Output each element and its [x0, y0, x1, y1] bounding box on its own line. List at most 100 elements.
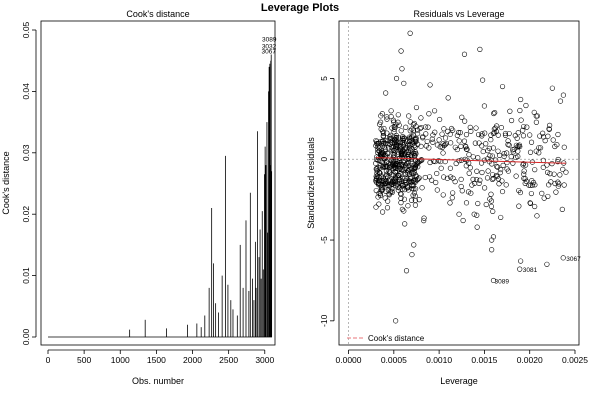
residual-point [405, 203, 411, 209]
residual-point [540, 130, 546, 136]
residual-point [391, 180, 398, 186]
residual-point [412, 151, 418, 157]
residual-point [373, 179, 380, 185]
cooks-x-tick-label: 500 [77, 355, 91, 365]
residual-point [402, 221, 408, 227]
residual-point [482, 185, 488, 191]
residual-point [409, 126, 415, 132]
residual-point [381, 125, 387, 132]
residual-point [399, 206, 405, 212]
residual-point [408, 165, 414, 171]
residual-point [441, 142, 447, 149]
residual-point [466, 152, 472, 158]
residual-point [425, 124, 431, 130]
residual-point [432, 129, 438, 135]
residuals-plot-frame [338, 20, 580, 346]
residual-point [427, 82, 433, 88]
residual-point [395, 184, 401, 190]
residual-point [547, 122, 553, 128]
residual-point [447, 165, 454, 171]
residual-point [387, 132, 394, 138]
residual-point [434, 142, 441, 148]
residual-point [515, 130, 521, 136]
residual-point [518, 117, 524, 123]
residual-point [463, 200, 470, 206]
residual-point [404, 176, 410, 182]
residual-point [398, 148, 404, 154]
residual-point [409, 197, 415, 203]
residual-point [528, 139, 535, 145]
residual-point [379, 149, 385, 155]
residual-point [490, 234, 497, 240]
cooks-plot-frame [40, 20, 276, 346]
residual-point [476, 140, 482, 146]
cooks-y-label: Cook's distance [1, 151, 11, 214]
residual-point [398, 128, 404, 134]
residual-point [429, 136, 435, 142]
residual-point [410, 182, 417, 189]
residual-point [396, 122, 402, 128]
residual-point [480, 77, 486, 83]
residual-point [507, 108, 513, 114]
residual-point [383, 180, 390, 186]
residual-point [421, 218, 427, 224]
residual-point [489, 247, 495, 253]
residual-point [485, 168, 491, 174]
residual-point [386, 177, 393, 183]
residual-point [382, 154, 388, 160]
residual-point [430, 132, 436, 138]
residual-point [529, 177, 535, 184]
residual-point [374, 168, 380, 174]
residual-point [411, 242, 417, 248]
residual-point [401, 80, 407, 86]
residual-point [520, 133, 527, 139]
residual-point [513, 142, 519, 148]
residual-point [483, 201, 489, 208]
residual-point [478, 160, 485, 166]
residual-point [454, 132, 460, 139]
residual-point [474, 224, 480, 230]
residual-point [373, 204, 379, 210]
residual-point [429, 177, 435, 183]
residual-point [524, 124, 530, 130]
residual-point [390, 161, 396, 168]
residual-point [396, 143, 402, 150]
residual-point [528, 190, 534, 197]
residual-point [384, 130, 390, 136]
residual-point [458, 143, 464, 149]
residual-point [549, 161, 555, 167]
residual-point [389, 125, 395, 131]
residual-point [494, 163, 500, 169]
residuals-x-tick-label: 0.0010 [426, 355, 452, 365]
residual-point [424, 138, 430, 145]
residual-point [458, 176, 464, 182]
residual-point [468, 128, 474, 134]
residual-point [395, 173, 401, 179]
residual-point [387, 164, 393, 170]
residual-point [552, 143, 558, 150]
residual-point [448, 125, 455, 132]
residual-point [540, 164, 546, 170]
residual-point [395, 112, 401, 118]
cooks-distance-legend: Cook's distance [347, 334, 425, 343]
residual-point [495, 132, 501, 138]
residual-point [395, 135, 402, 141]
residual-point [540, 157, 546, 163]
residual-point [410, 122, 417, 128]
cooks-y-tick-label: 0.00 [21, 328, 31, 345]
residual-point [376, 148, 382, 154]
residual-point [563, 169, 569, 175]
residual-point [490, 145, 496, 151]
residual-point [408, 135, 414, 141]
cooks-y-tick-label: 0.01 [21, 267, 31, 284]
residual-point [415, 131, 421, 137]
residual-point [537, 145, 544, 151]
residual-point [479, 133, 485, 139]
residual-point [492, 109, 498, 116]
residual-point [510, 160, 516, 166]
residual-point [488, 132, 494, 138]
residual-point [521, 168, 527, 174]
residual-point [402, 177, 409, 184]
residual-point [489, 237, 495, 243]
